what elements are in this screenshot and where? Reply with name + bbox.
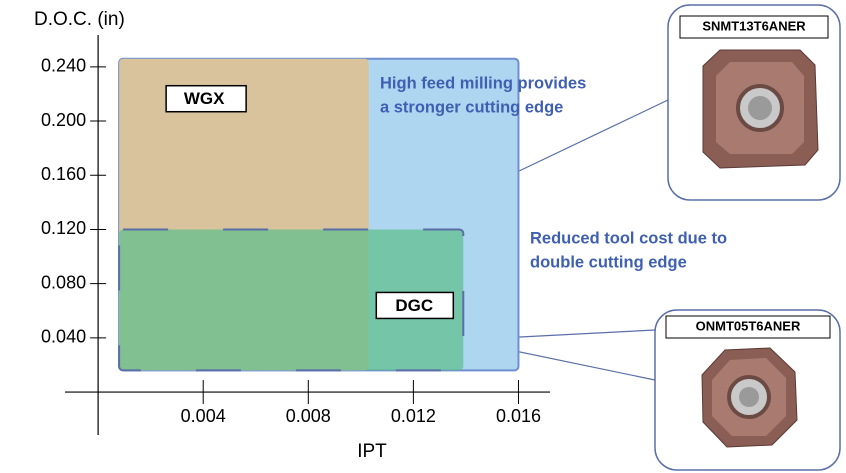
y-tick-label: 0.120 [41, 218, 86, 238]
x-tick-label: 0.004 [181, 406, 226, 426]
y-tick-label: 0.240 [41, 56, 86, 76]
annotation: a stronger cutting edge [380, 98, 563, 116]
region [118, 228, 465, 372]
x-tick-label: 0.016 [496, 406, 541, 426]
annotation: High feed milling provides [380, 74, 586, 92]
insert-image [701, 347, 798, 448]
annotation: Reduced tool cost due to [530, 229, 727, 247]
region-label-box [375, 291, 455, 320]
y-tick-label: 0.160 [41, 164, 86, 184]
insert-label-box [665, 315, 831, 339]
region-label: DGC [395, 296, 433, 315]
insert-label-box [679, 15, 829, 39]
region-label-box [165, 84, 247, 113]
insert-label: SNMT13T6ANER [702, 18, 806, 33]
x-tick-label: 0.008 [286, 406, 331, 426]
x-tick-label: 0.012 [391, 406, 436, 426]
region-label: WGX [184, 89, 225, 108]
y-axis-label: D.O.C. (in) [34, 9, 125, 30]
annotation: double cutting edge [530, 253, 687, 271]
y-tick-label: 0.200 [41, 110, 86, 130]
y-tick-label: 0.080 [41, 272, 86, 292]
x-axis-label: IPT [357, 441, 387, 462]
insert-label: ONMT05T6ANER [696, 318, 801, 333]
insert-image [702, 49, 819, 169]
y-tick-label: 0.040 [41, 327, 86, 347]
